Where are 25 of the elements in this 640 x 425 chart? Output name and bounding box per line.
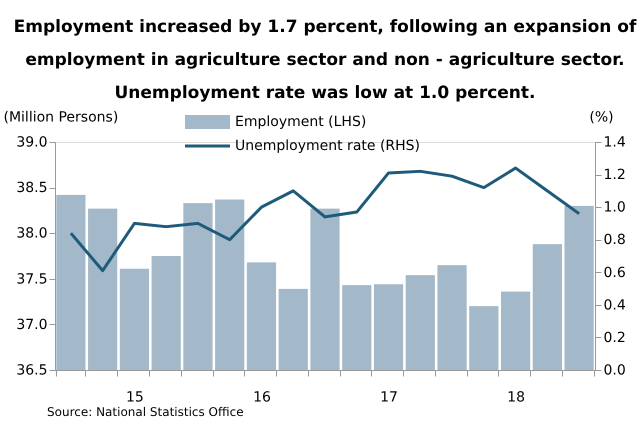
y-tick-label: 38.5 bbox=[16, 180, 48, 196]
x-tick-label: 15 bbox=[126, 390, 144, 406]
y2-tick-label: 0.4 bbox=[604, 297, 626, 314]
y2-tick-label: 0.2 bbox=[604, 330, 626, 346]
y2-tick-label: 0.6 bbox=[604, 264, 626, 281]
y-tick-label: 36.5 bbox=[16, 362, 48, 378]
source-note: Source: National Statistics Office bbox=[47, 405, 244, 419]
y-tick-label: 38.0 bbox=[16, 226, 48, 242]
y2-tick-label: 0.8 bbox=[604, 232, 626, 248]
legend-label: Employment (LHS) bbox=[235, 114, 366, 130]
line-series bbox=[69, 166, 581, 272]
y-tick-label: 37.0 bbox=[16, 316, 48, 333]
y2-tick-label: 1.2 bbox=[604, 167, 626, 184]
chart-title: Employment increased by 1.7 percent, following an expansion of employment in agriculture sector and non - agriculture sector. Unemployment rate was low at 1.0 percent. bbox=[14, 17, 637, 103]
y-axis-title: (Million Persons) bbox=[4, 110, 118, 126]
y2-tick-label: 1.4 bbox=[604, 134, 626, 150]
legend-label: Unemployment rate (RHS) bbox=[235, 138, 420, 154]
y-tick-label: 37.5 bbox=[16, 271, 48, 288]
y2-tick-label: 0.0 bbox=[604, 362, 626, 378]
x-tick-label: 16 bbox=[253, 390, 271, 406]
x-tick-label: 18 bbox=[507, 390, 525, 406]
y-tick-label: 39.0 bbox=[16, 134, 48, 150]
x-tick-label: 17 bbox=[380, 390, 398, 406]
y2-axis-title: (%) bbox=[589, 110, 614, 126]
y2-tick-label: 1.0 bbox=[604, 200, 626, 216]
